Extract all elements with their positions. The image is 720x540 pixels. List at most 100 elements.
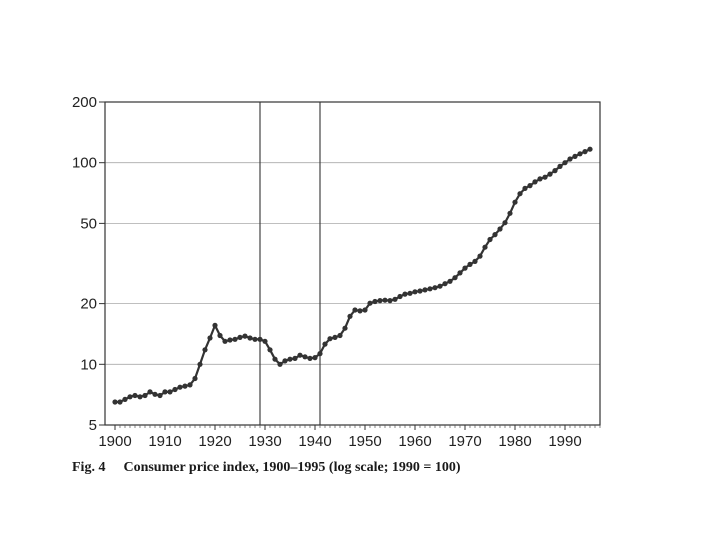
data-point (457, 270, 463, 276)
data-point (172, 386, 178, 393)
data-point (217, 332, 223, 339)
x-tick-label: 1940 (298, 433, 331, 450)
data-point (227, 337, 233, 343)
plot-frame (104, 101, 601, 426)
data-point (272, 356, 278, 362)
axis-layer: 5 10 20 50 100 200 1900 1910 1920 1930 1940 1950 196… (72, 94, 601, 450)
data-point (222, 338, 228, 344)
data-point (362, 307, 368, 313)
data-point (242, 333, 248, 339)
x-tick-label: 1930 (248, 433, 281, 450)
data-point (207, 335, 213, 341)
data-point (567, 156, 573, 162)
data-point (527, 183, 533, 189)
figure-caption: Fig. 4 Consumer price index, 1900–1995 (l… (72, 460, 461, 476)
data-point (197, 361, 203, 367)
data-point (237, 334, 243, 340)
data-point (522, 185, 528, 191)
data-point (232, 336, 238, 342)
x-tick-label: 1970 (448, 433, 481, 450)
data-point (537, 176, 543, 182)
data-point (582, 149, 588, 155)
data-point (262, 338, 268, 344)
data-point (572, 153, 578, 159)
data-point (147, 389, 153, 395)
data-point (117, 399, 123, 405)
data-point (417, 288, 423, 294)
y-tick-label: 10 (80, 356, 97, 373)
data-point (367, 300, 373, 306)
series-layer (112, 146, 593, 405)
data-point (427, 286, 433, 292)
data-point (122, 396, 128, 402)
data-point (277, 361, 283, 367)
data-point (487, 236, 493, 243)
data-point (412, 289, 418, 295)
data-point (157, 392, 163, 399)
data-point (112, 399, 118, 405)
data-point (577, 151, 583, 157)
y-tick-label: 50 (80, 215, 97, 232)
data-point (392, 296, 398, 302)
data-point (532, 179, 538, 185)
x-tick-label: 1990 (548, 433, 581, 450)
x-tick-label: 1920 (198, 433, 231, 450)
y-tick-label: 100 (72, 155, 97, 172)
data-point (162, 389, 168, 395)
data-point (257, 336, 263, 342)
data-point (282, 358, 288, 364)
data-point (452, 275, 458, 281)
data-point (432, 285, 438, 291)
data-point (347, 313, 353, 319)
data-point (442, 281, 448, 287)
data-point (287, 356, 293, 362)
data-point (352, 307, 358, 313)
data-point (357, 308, 363, 314)
data-point (192, 375, 198, 382)
data-point (517, 191, 523, 197)
reference-lines (259, 102, 321, 425)
data-point (127, 394, 133, 400)
data-point (512, 199, 518, 205)
data-point (562, 160, 568, 166)
data-point (502, 220, 508, 226)
data-point (137, 394, 143, 400)
data-point (557, 163, 563, 169)
data-point (377, 298, 383, 304)
data-point (312, 355, 318, 361)
data-point (467, 261, 473, 267)
data-point (167, 389, 173, 395)
data-point (267, 347, 273, 353)
data-point (337, 332, 343, 339)
data-point (297, 352, 303, 358)
data-point (322, 341, 328, 347)
data-point (332, 334, 338, 340)
data-point (307, 355, 313, 361)
data-point (387, 298, 393, 304)
data-point (187, 382, 193, 388)
data-point (372, 298, 378, 305)
data-point (477, 253, 483, 259)
y-tick-label: 200 (72, 94, 97, 111)
y-tick-label: 20 (80, 296, 97, 313)
data-point (542, 174, 548, 180)
data-point (212, 322, 218, 328)
data-point (497, 226, 503, 232)
data-point (547, 171, 553, 177)
data-point (462, 265, 468, 271)
data-point (472, 258, 478, 264)
x-tick-label: 1950 (348, 433, 381, 450)
data-point (177, 384, 183, 390)
data-point (437, 283, 443, 289)
data-point (402, 291, 408, 297)
y-tick-label: 5 (89, 417, 97, 434)
data-point (292, 355, 298, 361)
data-point (587, 146, 593, 152)
x-tick-label: 1960 (398, 433, 431, 450)
data-point (407, 290, 413, 296)
data-point (397, 293, 403, 300)
data-point (132, 392, 138, 399)
x-tick-label: 1980 (498, 433, 531, 450)
data-point (492, 232, 498, 238)
